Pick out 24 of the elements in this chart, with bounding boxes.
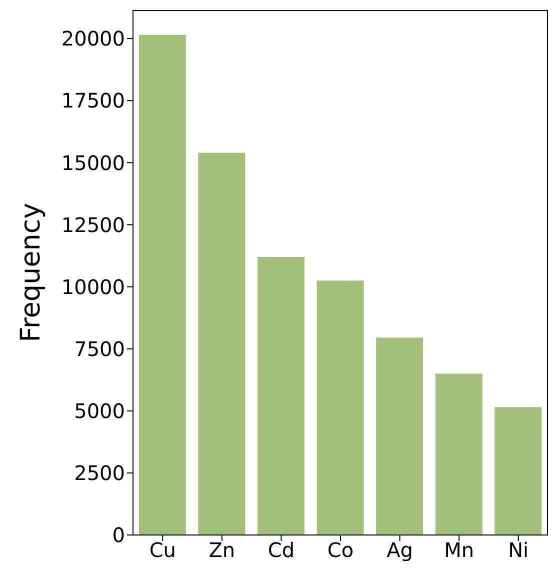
y-axis-title: Frequency <box>16 202 47 342</box>
x-tick-label: Ag <box>386 538 413 562</box>
y-tick-label: 5000 <box>74 398 125 423</box>
y-tick-label: 12500 <box>61 212 125 237</box>
bar <box>435 374 482 535</box>
bar <box>316 280 364 535</box>
bar <box>198 152 246 535</box>
bar <box>376 338 424 535</box>
x-tick-label: Cd <box>268 538 295 562</box>
x-tick-label: Cu <box>149 538 176 562</box>
x-tick-label: Ni <box>508 538 529 562</box>
x-tick-label: Mn <box>444 538 474 562</box>
y-tick-label: 7500 <box>74 336 125 361</box>
y-tick-label: 0 <box>112 523 125 548</box>
y-tick-label: 20000 <box>61 26 125 51</box>
x-tick-label: Co <box>327 538 354 562</box>
bar <box>258 256 304 535</box>
y-tick-label: 2500 <box>74 461 125 486</box>
y-tick-label: 17500 <box>61 88 125 113</box>
y-tick-label: 15000 <box>61 150 125 175</box>
x-tick-label: Zn <box>208 538 236 562</box>
bar <box>494 407 542 535</box>
y-tick-label: 10000 <box>61 274 125 299</box>
bar <box>138 34 186 535</box>
